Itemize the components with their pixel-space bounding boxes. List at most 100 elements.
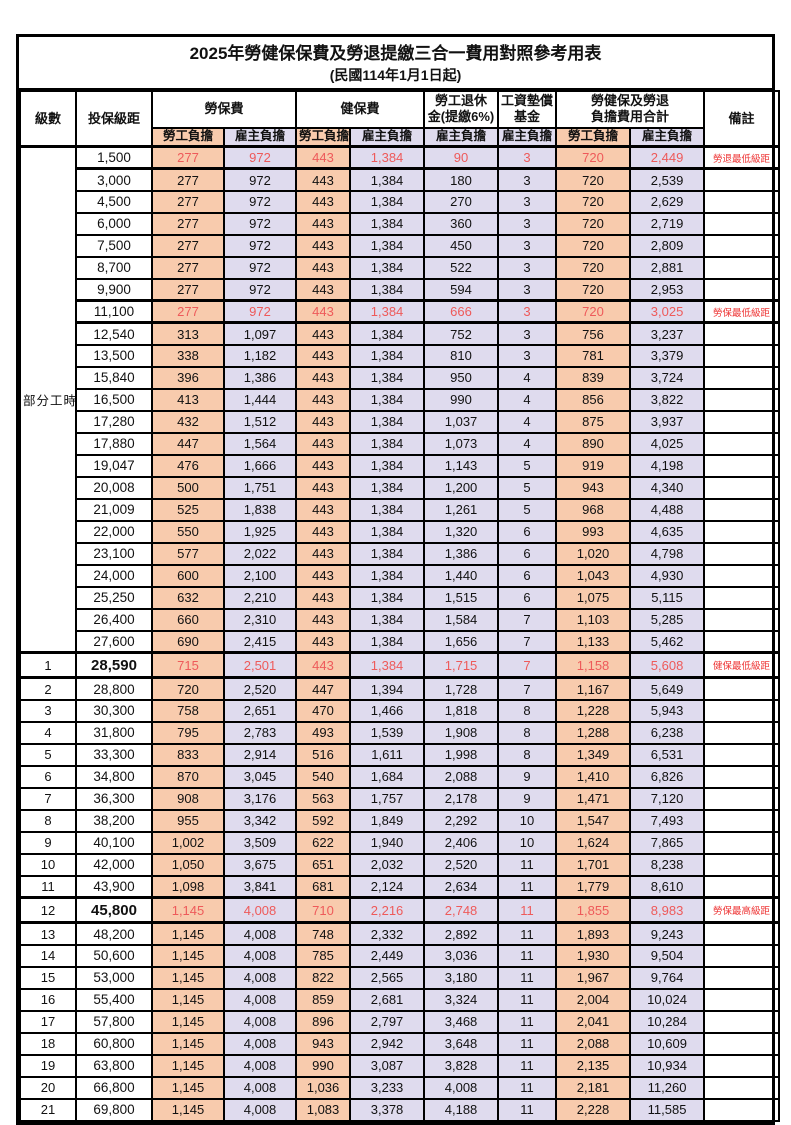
value-cell: 1,384 bbox=[349, 497, 426, 522]
value-cell: 5,608 bbox=[629, 651, 706, 680]
table-row: 8,700 277 972 443 1,384 522 3 720 2,881 bbox=[20, 255, 781, 280]
remark-cell bbox=[703, 874, 781, 899]
remark-cell bbox=[703, 965, 781, 990]
value-cell: 443 bbox=[295, 409, 352, 434]
value-cell: 875 bbox=[555, 409, 632, 434]
value-cell: 3 bbox=[497, 299, 558, 325]
table-row: 7,500 277 972 443 1,384 450 3 720 2,809 bbox=[20, 233, 781, 258]
value-cell: 7 bbox=[497, 676, 558, 701]
value-cell: 7,493 bbox=[629, 808, 706, 833]
value-cell: 4,008 bbox=[222, 1075, 298, 1100]
value-cell: 11 bbox=[497, 943, 558, 968]
value-cell: 1,930 bbox=[555, 943, 632, 968]
value-cell: 1,757 bbox=[349, 786, 426, 811]
value-cell: 450 bbox=[423, 233, 500, 258]
value-cell: 1,145 bbox=[151, 943, 225, 968]
value-cell: 1,103 bbox=[555, 607, 632, 632]
bracket-cell: 22,000 bbox=[75, 519, 153, 544]
value-cell: 1,838 bbox=[222, 497, 298, 522]
value-cell: 2,953 bbox=[629, 277, 706, 302]
table-row: 8 38,200 955 3,342 592 1,849 2,292 10 1,547 7,493 bbox=[19, 808, 781, 833]
value-cell: 4,008 bbox=[423, 1075, 500, 1100]
value-cell: 690 bbox=[151, 629, 225, 654]
level-cell: 16 bbox=[19, 987, 77, 1012]
value-cell: 4,008 bbox=[222, 896, 298, 925]
value-cell: 443 bbox=[295, 189, 352, 214]
value-cell: 972 bbox=[222, 255, 298, 280]
value-cell: 2,100 bbox=[222, 563, 298, 588]
value-cell: 6 bbox=[497, 563, 558, 588]
table-row: 13 48,200 1,145 4,008 748 2,332 2,892 11 1,893 9,… bbox=[19, 921, 781, 946]
value-cell: 443 bbox=[295, 167, 352, 192]
value-cell: 990 bbox=[423, 387, 500, 412]
value-cell: 3 bbox=[497, 321, 558, 346]
value-cell: 720 bbox=[555, 189, 632, 214]
value-cell: 908 bbox=[151, 786, 225, 811]
remark-cell bbox=[703, 233, 781, 258]
value-cell: 781 bbox=[555, 343, 632, 368]
level-cell: 9 bbox=[19, 830, 77, 855]
value-cell: 1,728 bbox=[423, 676, 500, 701]
value-cell: 470 bbox=[295, 698, 352, 723]
bracket-cell: 4,500 bbox=[75, 189, 153, 214]
value-cell: 1,666 bbox=[222, 453, 298, 478]
bracket-cell: 66,800 bbox=[75, 1075, 153, 1100]
value-cell: 1,547 bbox=[555, 808, 632, 833]
value-cell: 11 bbox=[497, 1031, 558, 1056]
value-cell: 950 bbox=[423, 365, 500, 390]
bracket-cell: 50,600 bbox=[75, 943, 153, 968]
header-wage-fund-employer: 雇主負擔 bbox=[497, 126, 558, 148]
value-cell: 2,881 bbox=[629, 255, 706, 280]
remark-cell bbox=[703, 431, 781, 456]
value-cell: 972 bbox=[222, 277, 298, 302]
value-cell: 1,145 bbox=[151, 987, 225, 1012]
value-cell: 1,684 bbox=[349, 764, 426, 789]
value-cell: 5 bbox=[497, 497, 558, 522]
value-cell: 1,384 bbox=[349, 343, 426, 368]
value-cell: 1,050 bbox=[151, 852, 225, 877]
value-cell: 752 bbox=[423, 321, 500, 346]
value-cell: 11 bbox=[497, 1097, 558, 1122]
bracket-cell: 8,700 bbox=[75, 255, 153, 280]
bracket-cell: 53,000 bbox=[75, 965, 153, 990]
value-cell: 6 bbox=[497, 519, 558, 544]
level-cell: 6 bbox=[19, 764, 77, 789]
bracket-cell: 1,500 bbox=[75, 145, 153, 171]
value-cell: 2,228 bbox=[555, 1097, 632, 1122]
value-cell: 180 bbox=[423, 167, 500, 192]
value-cell: 10,024 bbox=[629, 987, 706, 1012]
bracket-cell: 6,000 bbox=[75, 211, 153, 236]
table-title-block: 2025年勞健保保費及勞退提繳三合一費用對照參考用表 (民國114年1月1日起) bbox=[19, 37, 772, 90]
value-cell: 3,675 bbox=[222, 852, 298, 877]
value-cell: 2,041 bbox=[555, 1009, 632, 1034]
table-row: 9,900 277 972 443 1,384 594 3 720 2,953 bbox=[20, 277, 781, 302]
value-cell: 833 bbox=[151, 742, 225, 767]
value-cell: 3,233 bbox=[349, 1075, 426, 1100]
value-cell: 681 bbox=[295, 874, 352, 899]
bracket-cell: 15,840 bbox=[75, 365, 153, 390]
bracket-cell: 45,800 bbox=[75, 896, 153, 925]
table-body: 部分工時 1,500 277 972 443 1,384 90 3 720 2,449 勞退最低級距… bbox=[19, 145, 781, 1122]
value-cell: 1,386 bbox=[423, 541, 500, 566]
value-cell: 2,809 bbox=[629, 233, 706, 258]
value-cell: 4,188 bbox=[423, 1097, 500, 1122]
remark-cell bbox=[703, 742, 781, 767]
value-cell: 7 bbox=[497, 629, 558, 654]
level-cell: 12 bbox=[19, 896, 77, 925]
remark-cell: 勞保最高級距 bbox=[703, 896, 781, 925]
value-cell: 1,444 bbox=[222, 387, 298, 412]
value-cell: 3 bbox=[497, 211, 558, 236]
value-cell: 1,384 bbox=[349, 365, 426, 390]
value-cell: 338 bbox=[151, 343, 225, 368]
bracket-cell: 63,800 bbox=[75, 1053, 153, 1078]
header-pension-line2: 金(提繳6%) bbox=[427, 109, 495, 125]
value-cell: 1,384 bbox=[349, 299, 426, 325]
value-cell: 972 bbox=[222, 167, 298, 192]
value-cell: 4 bbox=[497, 431, 558, 456]
value-cell: 660 bbox=[151, 607, 225, 632]
value-cell: 1,701 bbox=[555, 852, 632, 877]
value-cell: 1,515 bbox=[423, 585, 500, 610]
value-cell: 277 bbox=[151, 277, 225, 302]
value-cell: 5 bbox=[497, 453, 558, 478]
value-cell: 1,384 bbox=[349, 585, 426, 610]
